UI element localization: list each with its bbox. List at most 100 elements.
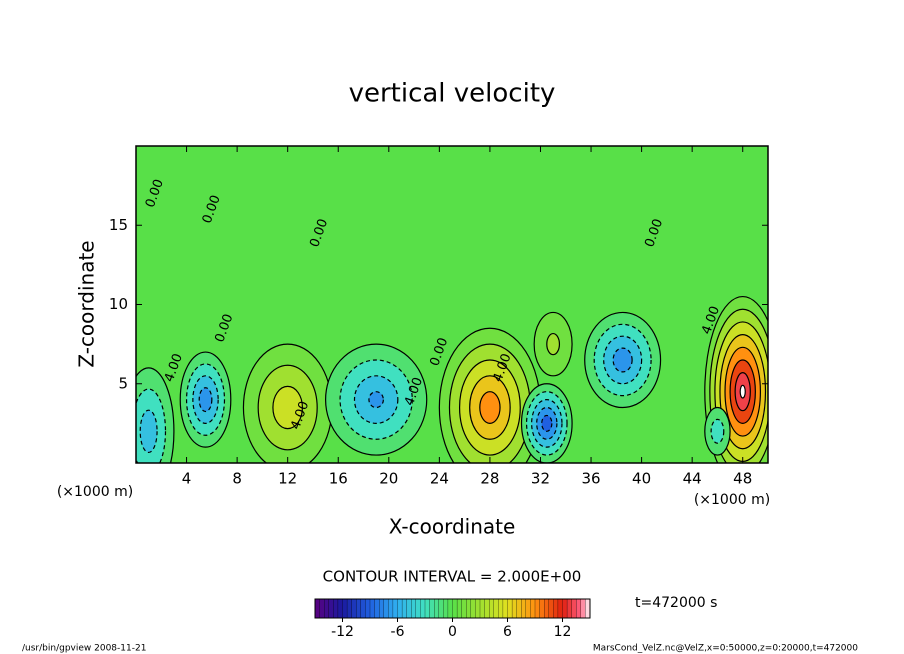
contour-region xyxy=(198,387,213,413)
contour-region xyxy=(710,418,725,444)
colorbar-tick-label: -12 xyxy=(331,624,354,640)
y-axis-label: Z-coordinate xyxy=(75,240,99,367)
y-tick-label: 5 xyxy=(118,374,128,392)
y-tick-label: 10 xyxy=(109,295,128,313)
colorbar-cell xyxy=(443,598,449,619)
colorbar-cell xyxy=(415,598,421,619)
colorbar-cell xyxy=(489,598,495,619)
colorbar-cell xyxy=(557,598,563,619)
x-tick-label: 32 xyxy=(531,470,550,488)
x-unit-label: (×1000 m) xyxy=(694,492,770,508)
colorbar-cell xyxy=(553,598,559,619)
colorbar-cell xyxy=(452,598,458,619)
x-tick-label: 24 xyxy=(430,470,449,488)
colorbar-cell xyxy=(392,598,398,619)
colorbar-cell xyxy=(406,598,412,619)
contour-region xyxy=(139,409,158,454)
colorbar-cell xyxy=(470,598,476,619)
colorbar-cell xyxy=(539,598,545,619)
colorbar-cell xyxy=(360,598,366,619)
colorbar-cell xyxy=(397,598,403,619)
colorbar-tick-label: 0 xyxy=(448,624,457,640)
chart-title: vertical velocity xyxy=(349,79,556,109)
colorbar-cell xyxy=(337,598,343,619)
colorbar-cell xyxy=(424,598,431,619)
x-tick-label: 16 xyxy=(329,470,348,488)
contour-region xyxy=(479,391,501,424)
colorbar-cell xyxy=(342,598,348,619)
time-label: t=472000 s xyxy=(635,595,717,611)
colorbar-cell xyxy=(521,598,527,619)
contour-region xyxy=(272,385,304,430)
colorbar-cell xyxy=(420,598,426,619)
colorbar-cell xyxy=(411,598,417,619)
colorbar-cell xyxy=(493,598,499,619)
footer-left: /usr/bin/gpview 2008-11-21 xyxy=(22,644,146,654)
colorbar-cell xyxy=(351,598,357,619)
contour-region xyxy=(546,332,561,356)
x-tick-label: 20 xyxy=(379,470,398,488)
colorbar-cell xyxy=(379,598,385,619)
colorbar-cell xyxy=(365,598,371,619)
footer-right: MarsCond_VelZ.nc@VelZ,x=0:50000,z=0:2000… xyxy=(593,644,858,654)
colorbar-cell xyxy=(346,598,353,619)
colorbar-cell xyxy=(530,598,536,619)
colorbar-cell xyxy=(548,598,554,619)
colorbar-cell xyxy=(456,598,463,619)
colorbar-cell xyxy=(434,598,440,619)
colorbar-cell xyxy=(356,598,362,619)
colorbar-cell xyxy=(461,598,467,619)
colorbar-cell xyxy=(447,598,453,619)
colorbar-cell xyxy=(498,598,504,619)
colorbar-cell xyxy=(580,598,586,619)
colorbar-cell xyxy=(534,598,541,619)
colorbar-cell xyxy=(374,598,380,619)
colorbar-cell xyxy=(429,598,435,619)
x-unit-label: (×1000 m) xyxy=(57,484,133,500)
contour-field: 4.004.004.004.004.000.00 0.000.000.000.00… xyxy=(136,177,768,463)
contour-interval: CONTOUR INTERVAL = 2.000E+00 xyxy=(323,568,582,586)
colorbar-cell xyxy=(525,598,531,619)
x-tick-label: 28 xyxy=(480,470,499,488)
contour-region xyxy=(541,414,553,432)
colorbar-cell xyxy=(369,598,376,619)
x-tick-label: 8 xyxy=(232,470,242,488)
colorbar-cell xyxy=(319,598,325,619)
colorbar-cell xyxy=(475,598,481,619)
x-tick-label: 40 xyxy=(632,470,651,488)
x-tick-label: 36 xyxy=(581,470,600,488)
colorbar-cell xyxy=(333,598,339,619)
x-axis-label: X-coordinate xyxy=(389,515,516,539)
colorbar-tick-label: 6 xyxy=(503,624,512,640)
colorbar-cell xyxy=(507,598,513,619)
contour-region xyxy=(368,391,384,409)
colorbar-cell xyxy=(388,598,394,619)
colorbar-cell xyxy=(571,598,577,619)
colorbar-cell xyxy=(566,598,573,619)
contour-region xyxy=(739,384,746,399)
x-tick-label: 12 xyxy=(278,470,297,488)
contour-region xyxy=(612,347,633,373)
colorbar-cell xyxy=(484,598,490,619)
x-tick-label: 4 xyxy=(182,470,192,488)
colorbar-cell xyxy=(502,598,508,619)
x-tick-label: 44 xyxy=(683,470,702,488)
colorbar-cell xyxy=(479,598,486,619)
colorbar-cell xyxy=(511,598,518,619)
colorbar-cell xyxy=(562,598,568,619)
colorbar-cell xyxy=(544,598,550,619)
colorbar-cell xyxy=(401,598,408,619)
x-tick-label: 48 xyxy=(733,470,752,488)
colorbar-cell xyxy=(314,598,321,619)
colorbar-cell xyxy=(324,598,330,619)
colorbar-cell xyxy=(576,598,582,619)
colorbar-cell xyxy=(516,598,522,619)
colorbar-cell xyxy=(466,598,472,619)
colorbar-cell xyxy=(438,598,444,619)
colorbar-tick-label: -6 xyxy=(391,624,405,640)
colorbar-tick-label: 12 xyxy=(554,624,572,640)
colorbar-cell xyxy=(383,598,389,619)
y-tick-label: 15 xyxy=(109,216,128,234)
colorbar-cell xyxy=(328,598,334,619)
